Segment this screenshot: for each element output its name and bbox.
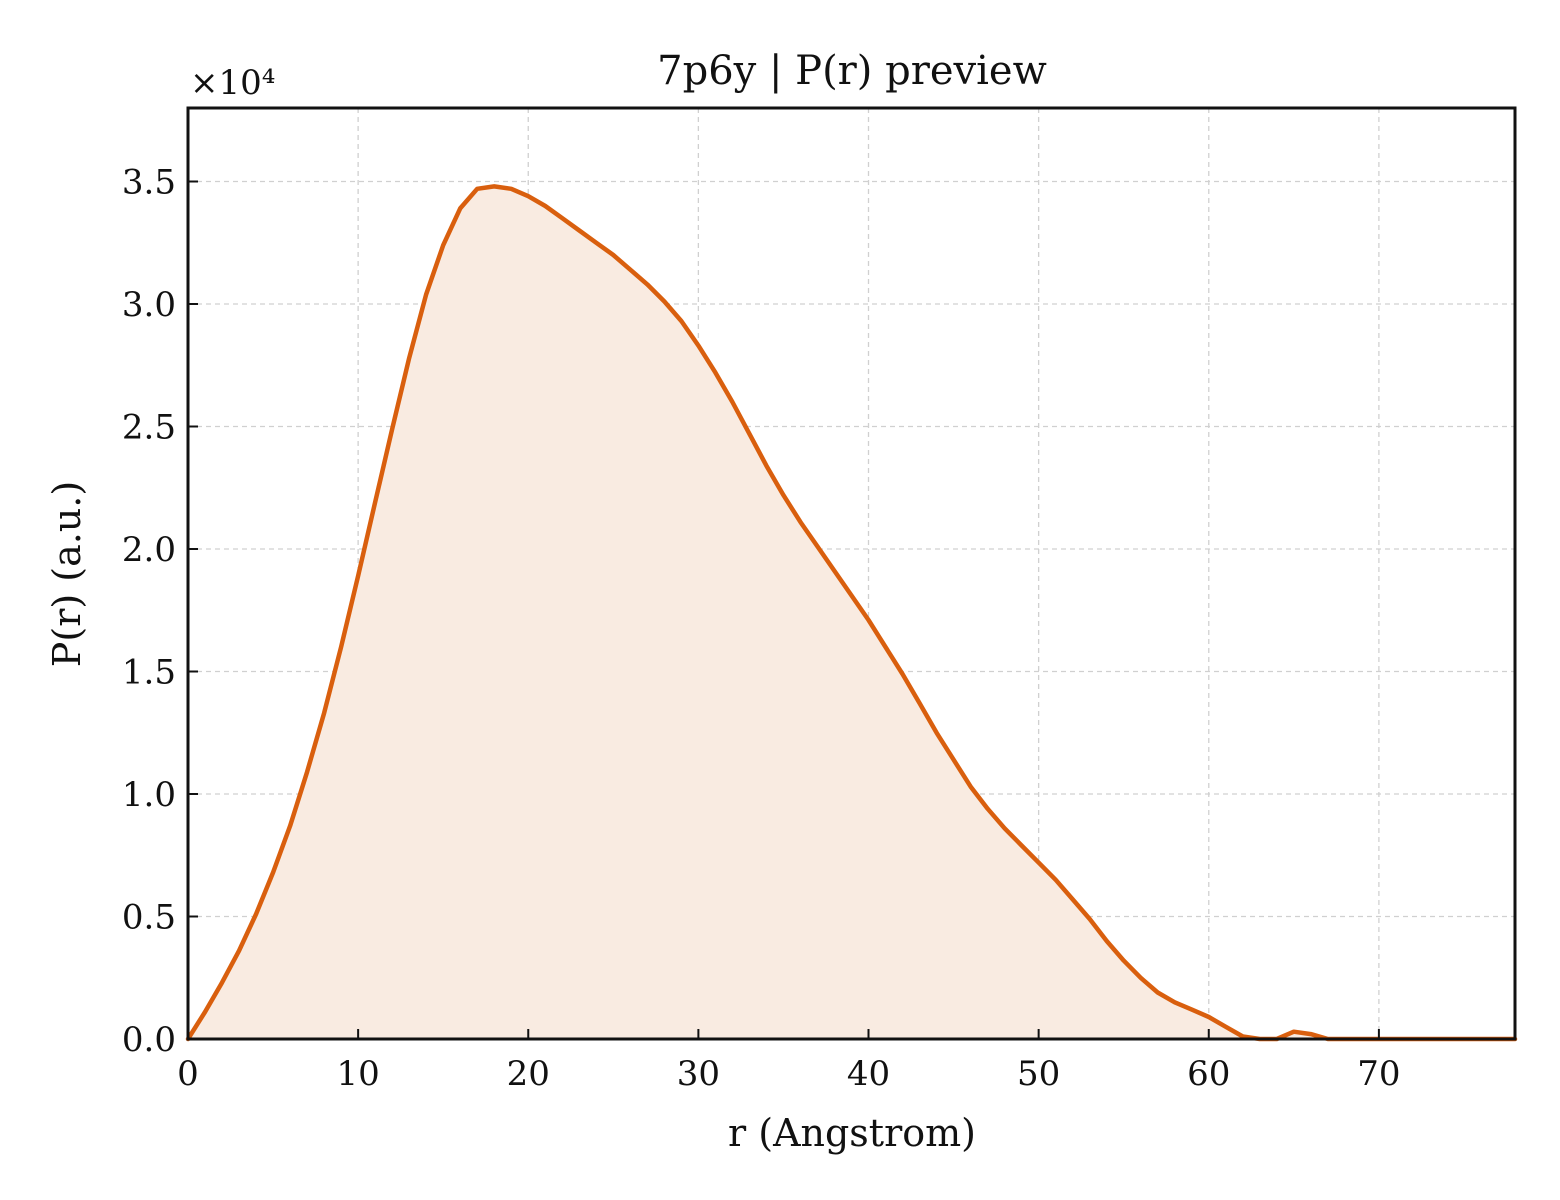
- x-tick-label: 0: [177, 1054, 199, 1094]
- x-axis: 0 10 20 30 40 50 60 70: [177, 1029, 1401, 1094]
- y-axis: 0.0 0.5 1.0 1.5 2.0 2.5 3.0 3.5: [122, 163, 198, 1060]
- x-tick-label: 70: [1357, 1054, 1400, 1094]
- x-tick-label: 20: [507, 1054, 550, 1094]
- x-tick-label: 50: [1017, 1054, 1060, 1094]
- y-tick-label: 1.5: [122, 653, 176, 693]
- y-tick-label: 3.0: [122, 285, 176, 325]
- pr-curve-line: [185, 184, 1518, 1042]
- y-tick-label: 3.5: [122, 163, 176, 203]
- chart-title: 7p6y | P(r) preview: [657, 48, 1047, 94]
- plot-frame: [186, 106, 1517, 1041]
- x-tick-label: 40: [847, 1054, 890, 1094]
- y-tick-label: 0.0: [122, 1020, 176, 1060]
- x-axis-label: r (Angstrom): [728, 1111, 976, 1155]
- x-tick-label: 30: [677, 1054, 720, 1094]
- y-axis-label: P(r) (a.u.): [45, 481, 89, 667]
- y-tick-label: 2.0: [122, 530, 176, 570]
- pr-area-fill: [188, 186, 1515, 1039]
- y-axis-multiplier: ×10⁴: [190, 63, 275, 103]
- x-tick-label: 60: [1187, 1054, 1230, 1094]
- y-tick-label: 0.5: [122, 898, 176, 938]
- x-tick-label: 10: [336, 1054, 379, 1094]
- y-tick-label: 2.5: [122, 408, 176, 448]
- y-tick-label: 1.0: [122, 775, 176, 815]
